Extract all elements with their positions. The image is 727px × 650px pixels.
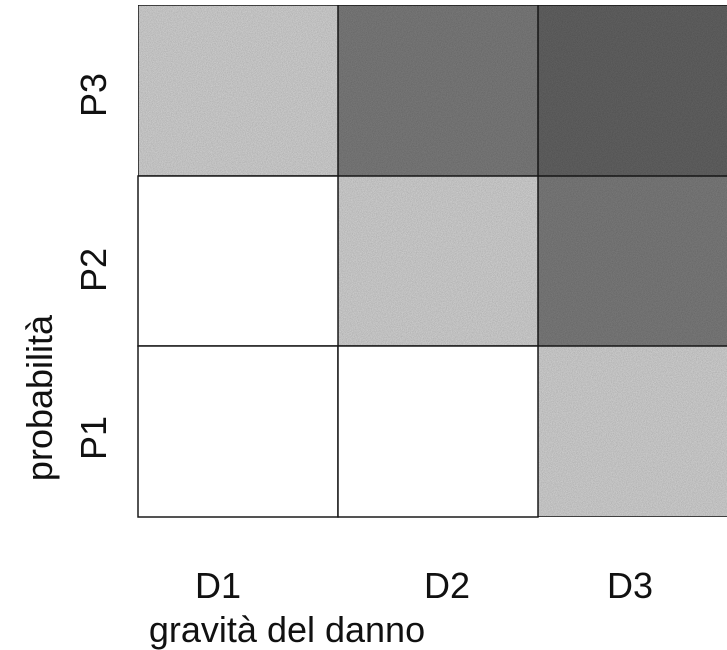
cell-p3-d3 xyxy=(537,4,727,177)
cell-p1-d1 xyxy=(137,345,339,518)
cell-p1-d3 xyxy=(537,345,727,518)
cell-p1-d2 xyxy=(337,345,539,518)
row-label-p3: P3 xyxy=(73,73,114,117)
col-label-d2: D2 xyxy=(424,565,470,606)
cell-p2-d2 xyxy=(337,175,539,347)
y-axis-title: probabilità xyxy=(19,314,60,481)
row-label-p2: P2 xyxy=(73,248,114,292)
row-label-p1: P1 xyxy=(73,416,114,460)
cell-p3-d1 xyxy=(137,4,339,177)
cell-p2-d1 xyxy=(137,175,339,347)
col-label-d3: D3 xyxy=(607,565,653,606)
x-axis-title: gravità del danno xyxy=(149,609,425,650)
cell-p2-d3 xyxy=(537,175,727,347)
cell-p3-d2 xyxy=(337,4,539,177)
col-label-d1: D1 xyxy=(195,565,241,606)
